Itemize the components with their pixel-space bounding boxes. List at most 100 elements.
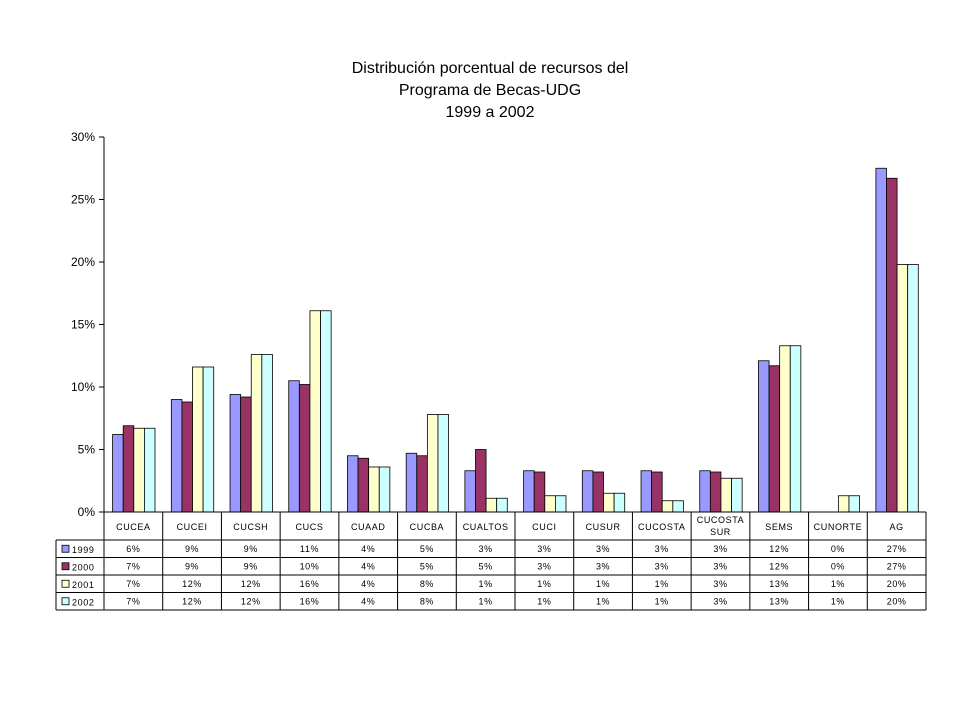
data-label: 11% [300,544,319,554]
data-label: 8% [420,579,434,589]
bar-2000-cualtos [475,449,487,513]
data-label: 10% [300,561,320,571]
bar-1999-cucea [112,434,124,513]
bar-2001-cucei [192,366,204,513]
category-label: CUCS [296,522,324,532]
category-label: CUCBA [410,522,445,532]
data-label: 5% [479,561,493,571]
data-label: 13% [769,579,789,589]
legend-key-1999 [61,544,70,553]
bar-1999-cucosta-sur [699,470,711,513]
y-tick-label: 5% [78,443,96,457]
data-label: 5% [420,544,434,554]
data-label: 27% [887,561,907,571]
y-tick-label: 10% [71,380,95,394]
data-label: 3% [713,561,727,571]
data-label: 12% [182,579,202,589]
bar-2001-cualtos [485,497,498,513]
category-label: CUCEI [177,522,208,532]
legend-label-1999: 1999 [72,545,94,555]
chart-title-line-2: Programa de Becas-UDG [398,82,582,99]
legend-label-2001: 2001 [72,580,94,590]
bar-2002-cusur [613,492,626,513]
category-label: CUCI [532,522,556,532]
category-label: CUCOSTA [697,515,745,525]
bar-2001-cusur [603,492,615,513]
bar-1999-cuci [523,470,535,513]
bar-1999-cualtos [464,470,476,513]
data-label: 0% [831,561,845,571]
bar-2000-cucosta [651,471,663,513]
data-label: 1% [479,579,493,589]
data-label: 12% [769,544,789,554]
category-label: CUNORTE [814,522,863,532]
category-label: SEMS [765,522,793,532]
bar-2002-cuci [555,495,567,513]
data-label: 16% [300,596,320,606]
chart-title: Distribución porcentual de recursos del … [250,58,730,124]
data-label: 7% [126,561,140,571]
bar-2001-cuaad [368,466,380,513]
data-label: 4% [361,596,375,606]
bar-2002-sems [789,345,802,513]
legend-key-2000 [61,562,70,571]
bar-2000-cuci [533,471,546,513]
bar-2000-ag [886,177,898,513]
bar-1999-ag [875,167,887,513]
chart-title-line-1: Distribución porcentual de recursos del [351,60,629,77]
category-label: CUALTOS [463,522,509,532]
y-tick-label: 30% [71,130,95,144]
data-label: 4% [361,561,375,571]
legend-label-2000: 2000 [72,562,94,572]
bar-2000-cuaad [357,457,370,513]
bar-2002-cunorte [848,495,860,513]
data-label: 5% [420,561,434,571]
bar-2002-cucsh [261,354,273,513]
bar-2001-cunorte [837,495,850,513]
bar-1999-sems [758,360,770,513]
data-label: 3% [655,544,669,554]
data-label: 3% [713,596,727,606]
y-tick-label: 25% [71,193,95,207]
data-label: 3% [596,544,610,554]
data-label: 3% [537,544,551,554]
data-label: 3% [479,544,493,554]
legend-key-2002 [61,597,70,606]
bar-2002-cucea [143,427,156,513]
bar-1999-cucosta [640,470,653,513]
data-label: 1% [655,579,669,589]
data-label: 1% [655,596,669,606]
bar-2001-cucba [426,414,439,513]
bar-2000-cusur [592,471,604,513]
data-label: 7% [126,579,140,589]
category-label-line-2: SUR [710,527,731,537]
bar-1999-cucs [288,380,300,513]
bar-2002-cucosta [672,500,684,513]
data-label: 16% [300,579,320,589]
y-tick-label: 20% [71,255,95,269]
category-label: CUCOSTA [638,522,686,532]
category-label: CUCSH [233,522,268,532]
bar-2001-cucsh [250,354,263,513]
data-label: 1% [596,579,610,589]
data-label: 3% [713,544,727,554]
data-label: 1% [831,596,845,606]
bar-2001-ag [896,264,909,513]
legend-label-2002: 2002 [72,597,94,607]
bar-1999-cusur [581,470,594,513]
category-label: CUCEA [116,522,151,532]
data-label: 1% [479,596,493,606]
bar-2000-sems [768,365,781,513]
bar-2000-cucsh [240,396,252,513]
bar-1999-cucei [170,399,183,513]
data-label: 7% [126,596,140,606]
data-label: 1% [596,596,610,606]
data-label: 12% [182,596,202,606]
data-table: CUCEA CUCEI CUCSH CUCS CUAAD CUCBA CUALTOS CUCI… [55,511,927,611]
bar-2001-cucs [309,310,321,513]
bar-2002-cucei [202,366,215,513]
data-label: 9% [185,561,199,571]
chart-title-line-3: 1999 a 2002 [445,104,535,121]
data-label: 20% [887,596,907,606]
